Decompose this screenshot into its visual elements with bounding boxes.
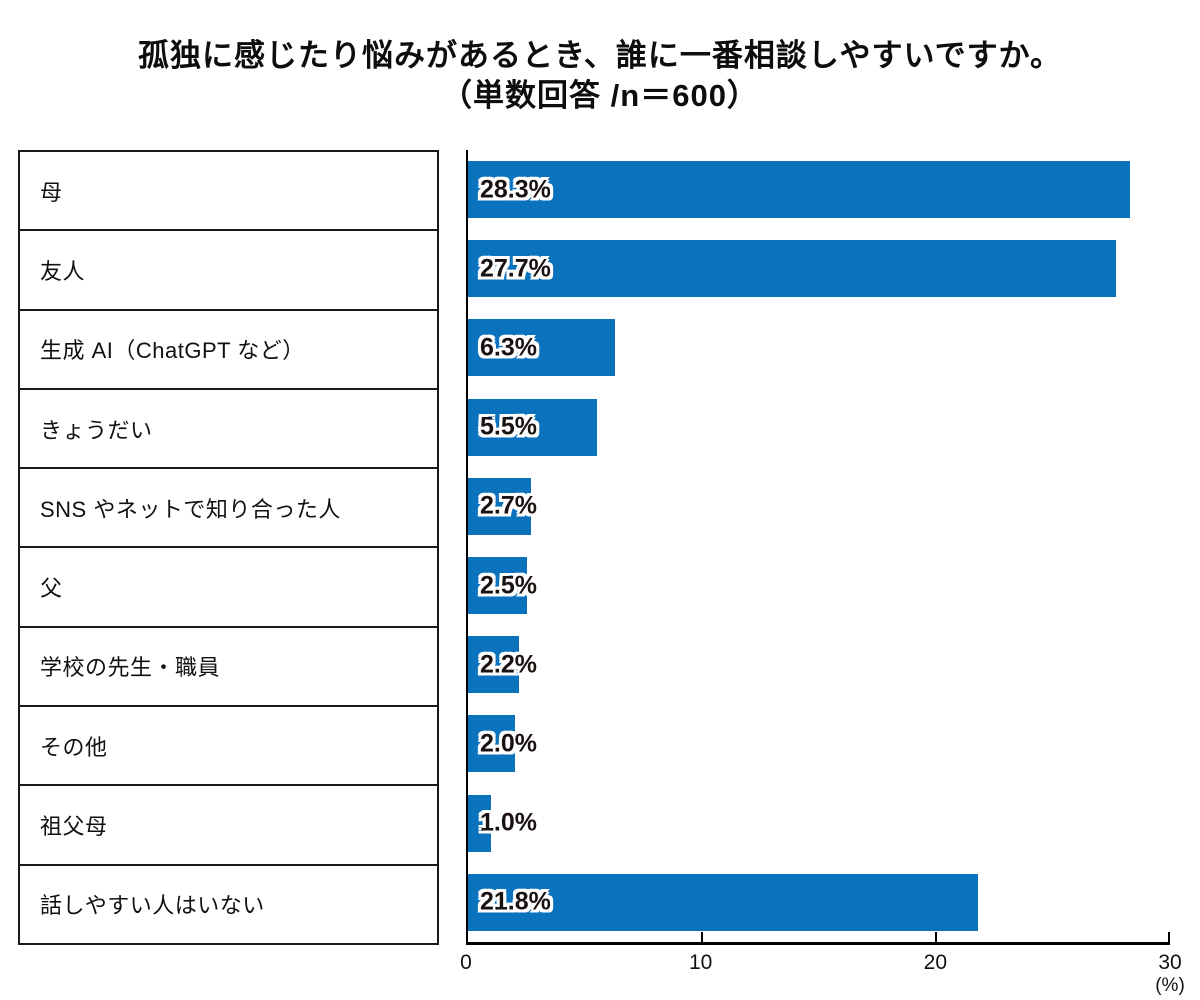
category-label: 話しやすい人はいない (40, 893, 265, 919)
bar-row: 2.7% (468, 467, 1170, 546)
x-axis-unit-label: (%) (1155, 975, 1185, 996)
category-row: SNS やネットで知り合った人 (20, 469, 437, 549)
category-label: 父 (40, 576, 63, 602)
bar-value-label: 2.2% (480, 650, 537, 679)
category-row: 父 (20, 548, 437, 628)
category-label: 友人 (40, 258, 86, 284)
x-axis-tick (700, 932, 703, 942)
category-row: 生成 AI（ChatGPT など） (20, 311, 437, 390)
bar (468, 636, 520, 694)
bar-row: 5.5% (468, 388, 1170, 467)
bar (468, 319, 616, 377)
x-tick-label: 20 (923, 951, 948, 974)
bar-row: 28.3% (468, 150, 1170, 229)
bar (468, 556, 527, 614)
chart-title-line2: （単数回答 /n＝600） (441, 78, 759, 113)
x-tick-label: 0 (460, 951, 472, 974)
plot-area: 28.3% 27.7% 6.3% 5.5% 2.7% 2.5% 2.2% 2.0… (466, 150, 1170, 945)
bar (468, 794, 492, 852)
bar-row: 2.2% (468, 625, 1170, 704)
chart-title: 孤独に感じたり悩みがあるとき、誰に一番相談しやすいですか。 （単数回答 /n＝6… (0, 36, 1200, 116)
category-label: 祖父母 (40, 814, 108, 840)
x-tick-label: 10 (688, 951, 713, 974)
x-axis-tick (1168, 932, 1170, 942)
category-table: 母 友人 生成 AI（ChatGPT など） きょうだい SNS やネットで知り… (18, 150, 439, 945)
bar-value-label: 6.3% (480, 333, 537, 362)
bar-value-label: 2.5% (480, 571, 537, 600)
bar-row: 21.8% (468, 863, 1170, 942)
bar (468, 873, 979, 931)
category-label: 学校の先生・職員 (40, 655, 221, 681)
bar-row: 1.0% (468, 784, 1170, 863)
category-label: きょうだい (40, 417, 153, 443)
bar-row: 2.0% (468, 704, 1170, 783)
category-row: 母 (20, 152, 437, 232)
bar-row: 6.3% (468, 308, 1170, 387)
bar (468, 161, 1131, 218)
x-axis-tick (935, 932, 937, 942)
category-label: SNS やネットで知り合った人 (40, 496, 341, 522)
bar-value-label: 27.7% (480, 254, 551, 283)
category-row: 話しやすい人はいない (20, 866, 437, 943)
bar-value-label: 5.5% (480, 412, 537, 441)
bar-value-label: 2.0% (480, 729, 537, 758)
bar-row: 27.7% (468, 229, 1170, 308)
bar-value-label: 2.7% (480, 491, 537, 520)
category-row: 祖父母 (20, 786, 437, 866)
category-row: 学校の先生・職員 (20, 628, 437, 708)
category-label: 母 (40, 179, 63, 205)
bar (468, 715, 515, 773)
category-row: 友人 (20, 231, 437, 311)
bar-value-label: 1.0% (480, 808, 537, 837)
category-label: 生成 AI（ChatGPT など） (40, 338, 305, 364)
category-row: きょうだい (20, 390, 437, 470)
x-axis-tick-labels: 0 10 20 30 (460, 951, 1182, 977)
bar-value-label: 21.8% (480, 887, 551, 916)
category-label: その他 (40, 734, 108, 760)
chart-title-line1: 孤独に感じたり悩みがあるとき、誰に一番相談しやすいですか。 (138, 38, 1062, 73)
bar (468, 398, 597, 456)
bar-row: 2.5% (468, 546, 1170, 625)
x-tick-label: 30 (1158, 951, 1182, 974)
bar-value-label: 28.3% (480, 175, 551, 204)
bar (468, 477, 532, 535)
bar (468, 240, 1117, 298)
category-row: その他 (20, 707, 437, 787)
